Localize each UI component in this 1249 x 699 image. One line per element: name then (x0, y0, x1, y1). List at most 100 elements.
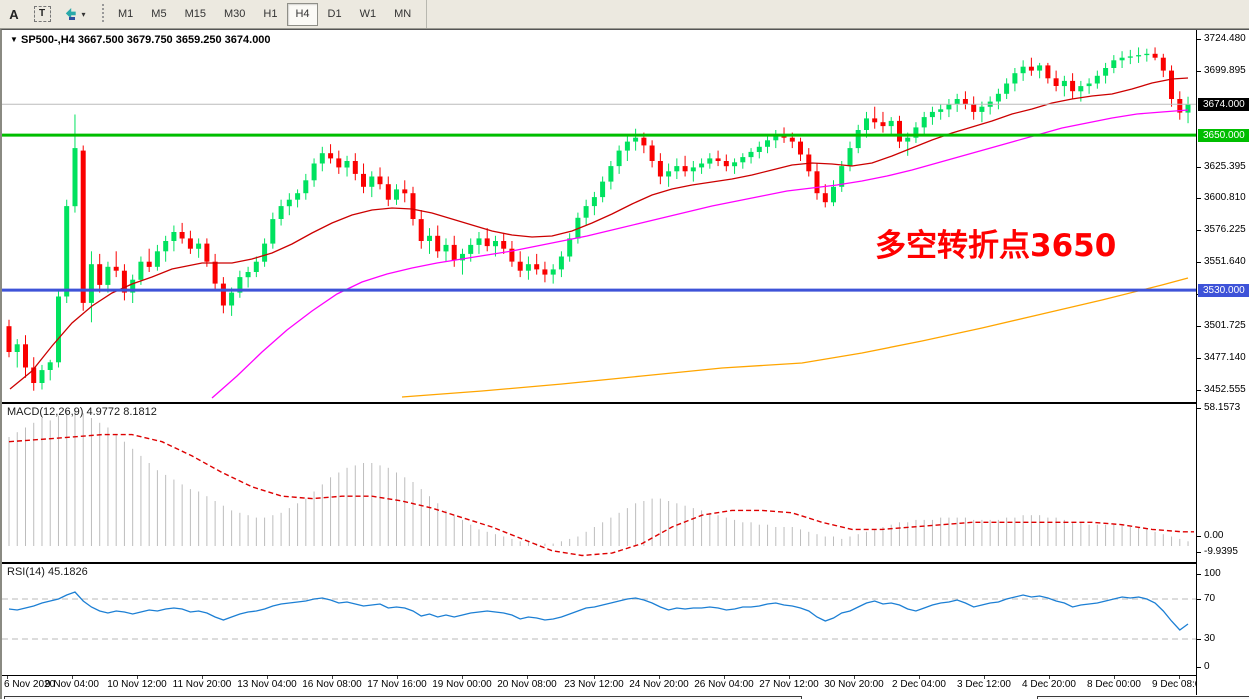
timeframe-button-m5[interactable]: M5 (151, 8, 167, 20)
axis-tick (1197, 71, 1201, 72)
time-axis-tick (919, 676, 920, 679)
rsi-axis-label: 30 (1204, 633, 1216, 644)
time-axis-tick (1049, 676, 1050, 679)
price-axis-highlighted-label: 3530.000 (1198, 284, 1249, 297)
time-axis-label: 27 Nov 12:00 (759, 679, 819, 690)
price-axis-label: 3501.725 (1204, 320, 1246, 331)
macd-axis-label: 58.1573 (1204, 402, 1241, 413)
time-axis-label: 13 Nov 04:00 (237, 679, 297, 690)
time-axis-label: 24 Nov 20:00 (629, 679, 689, 690)
price-axis-label: 3576.225 (1204, 224, 1246, 235)
time-axis-tick (724, 676, 725, 679)
price-axis-label: 3600.810 (1204, 192, 1246, 203)
axis-tick (1197, 198, 1201, 199)
toolbar-grip-handle[interactable] (102, 4, 104, 24)
macd-axis-label: 0.00 (1204, 530, 1224, 541)
time-axis-label: 30 Nov 20:00 (824, 679, 884, 690)
chevron-down-icon: ▾ (81, 9, 86, 19)
time-axis-label: 16 Nov 08:00 (302, 679, 362, 690)
toolbar: A T ▾ M1 M5 M15 M30 H1 H4 D1 W1 MN (0, 0, 1249, 29)
chart-symbol-period: SP500-,H4 (20, 34, 75, 46)
text-label-tool-button[interactable]: T (29, 2, 55, 26)
macd-main-value: 4.9772 (86, 406, 121, 418)
time-axis-tick (267, 676, 268, 679)
price-axis-label: 3551.640 (1204, 256, 1246, 267)
price-axis-label: 3477.140 (1204, 352, 1246, 363)
rsi-series (2, 591, 1196, 640)
time-axis-tick (397, 676, 398, 679)
axis-tick (1197, 552, 1201, 553)
timeframe-button-w1[interactable]: W1 (359, 8, 377, 20)
time-axis-label: 6 Nov 2020 (4, 679, 56, 690)
rsi-label: RSI(14) 45.1826 (7, 566, 88, 578)
macd-panel[interactable] (2, 404, 1196, 562)
candlesticks (6, 47, 1191, 391)
rsi-axis-label: 70 (1204, 593, 1216, 604)
timeframe-button-m30[interactable]: M30 (223, 8, 246, 20)
axis-tick (1197, 536, 1201, 537)
axis-tick (1197, 358, 1201, 359)
time-axis-label: 19 Nov 00:00 (432, 679, 492, 690)
rsi-axis-label: 100 (1204, 568, 1221, 579)
bottom-tab-segment[interactable] (4, 696, 802, 699)
axis-tick (1197, 262, 1201, 263)
chart-window: ▼ SP500-,H4 3667.500 3679.750 3659.250 3… (0, 29, 1249, 699)
panel-divider[interactable] (2, 402, 1249, 404)
time-axis-tick (527, 676, 528, 679)
timeframe-button-d1[interactable]: D1 (327, 8, 342, 20)
chart-ohlc-values: 3667.500 3679.750 3659.250 3674.000 (77, 34, 271, 46)
time-axis-label: 4 Dec 20:00 (1022, 679, 1076, 690)
bottom-tab-segment[interactable] (1037, 696, 1249, 699)
main-price-panel[interactable] (2, 30, 1196, 402)
timeframe-group: M1 M5 M15 M30 H1 H4 D1 W1 MN (109, 0, 428, 28)
rsi-value: 45.1826 (47, 566, 88, 578)
cursor-tool-dropdown[interactable]: ▾ (57, 2, 93, 26)
macd-axis-label: -9.9395 (1204, 546, 1238, 557)
horizontal-levels (2, 103, 1196, 292)
price-axis-label: 3452.555 (1204, 384, 1246, 395)
price-axis-label: 3625.395 (1204, 161, 1246, 172)
panel-divider[interactable] (2, 562, 1249, 564)
axis-tick (1197, 39, 1201, 40)
axis-tick (1197, 599, 1201, 600)
time-axis-label: 23 Nov 12:00 (564, 679, 624, 690)
rsi-name: RSI(14) (7, 566, 45, 578)
time-axis-tick (789, 676, 790, 679)
time-axis-tick (202, 676, 203, 679)
time-axis-label: 8 Dec 00:00 (1087, 679, 1141, 690)
font-tool-button[interactable]: A (9, 6, 19, 22)
time-axis[interactable]: 6 Nov 2020 9 Nov 04:00 10 Nov 12:00 11 Nov … (2, 676, 1206, 695)
timeframe-button-h4[interactable]: H4 (287, 2, 318, 26)
macd-series (8, 408, 1194, 557)
time-axis-tick (462, 676, 463, 679)
timeframe-button-mn[interactable]: MN (394, 8, 412, 20)
timeframe-button-h1[interactable]: H1 (263, 8, 278, 20)
rsi-panel[interactable] (2, 564, 1196, 675)
axis-separator (1196, 30, 1197, 695)
time-axis-tick (984, 676, 985, 679)
rsi-axis-label: 0 (1204, 661, 1210, 672)
axis-tick (1197, 230, 1201, 231)
chart-title-arrow-icon: ▼ (10, 35, 18, 44)
price-axis-highlighted-label: 3674.000 (1198, 98, 1249, 111)
axis-tick (1197, 574, 1201, 575)
time-axis-label: 9 Dec 08:00 (1152, 679, 1206, 690)
axis-tick (1197, 390, 1201, 391)
price-axis[interactable]: 3724.480 3699.895 3625.395 3600.810 3576.225… (1197, 30, 1249, 695)
macd-signal-value: 8.1812 (123, 406, 157, 418)
time-axis-tick (854, 676, 855, 679)
time-axis-tick (7, 676, 8, 679)
timeframe-button-m15[interactable]: M15 (184, 8, 206, 20)
chart-annotation-text: 多空转折点3650 (875, 228, 1117, 264)
timeframe-button-m1[interactable]: M1 (118, 8, 134, 20)
panel-divider (2, 675, 1249, 676)
time-axis-label: 2 Dec 04:00 (892, 679, 946, 690)
time-axis-label: 10 Nov 12:00 (107, 679, 167, 690)
axis-tick (1197, 408, 1201, 409)
macd-name: MACD(12,26,9) (7, 406, 84, 418)
time-axis-tick (72, 676, 73, 679)
axis-tick (1197, 167, 1201, 168)
time-axis-tick (332, 676, 333, 679)
price-axis-label: 3724.480 (1204, 33, 1246, 44)
chart-title: ▼ SP500-,H4 3667.500 3679.750 3659.250 3… (10, 34, 271, 46)
